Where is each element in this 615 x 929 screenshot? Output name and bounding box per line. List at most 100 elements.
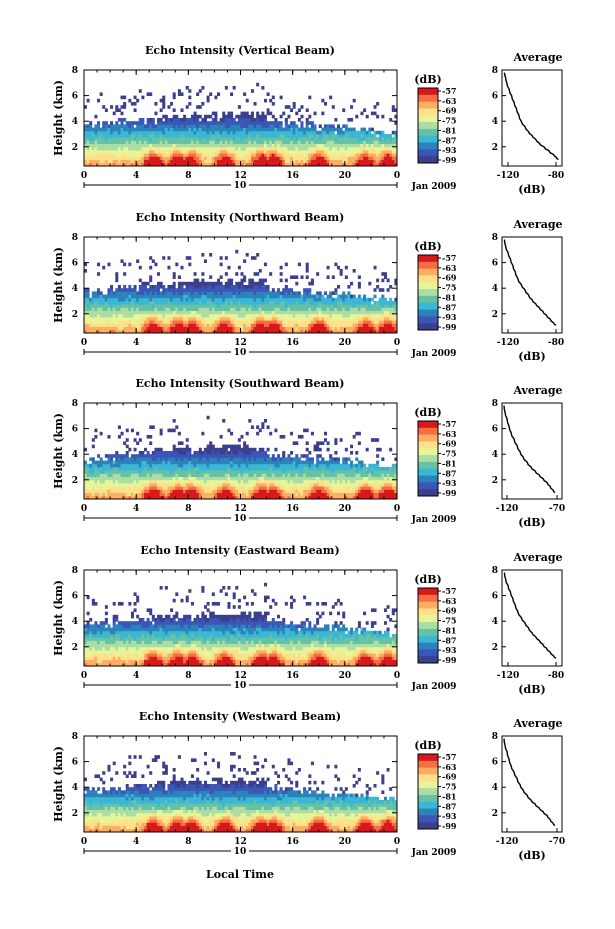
heatmap-cell bbox=[308, 329, 312, 334]
heatmap-cell bbox=[123, 159, 127, 164]
heatmap-cell bbox=[253, 479, 257, 484]
heatmap-cell bbox=[203, 150, 207, 154]
heatmap-cell bbox=[170, 127, 174, 132]
heatmap-cell bbox=[91, 470, 95, 474]
heatmap-cell bbox=[183, 329, 187, 334]
heatmap-cell bbox=[263, 140, 267, 144]
heatmap-cell bbox=[146, 326, 150, 331]
heatmap-cell bbox=[175, 326, 179, 331]
heatmap-cell bbox=[316, 307, 320, 311]
heatmap-cell bbox=[143, 483, 147, 487]
heatmap-cell bbox=[112, 326, 116, 331]
heatmap-cell bbox=[253, 137, 257, 141]
heatmap-cell bbox=[170, 317, 174, 321]
heatmap-cell bbox=[295, 146, 299, 151]
heatmap-cell bbox=[227, 153, 231, 157]
heatmap-cell bbox=[386, 140, 390, 144]
heatmap-cell bbox=[350, 140, 354, 144]
heatmap-cell bbox=[133, 463, 137, 468]
heatmap-cell bbox=[227, 118, 231, 122]
heatmap-cell bbox=[209, 310, 213, 315]
heatmap-cell bbox=[368, 162, 372, 167]
heatmap-cell bbox=[271, 140, 275, 144]
heatmap-cell bbox=[352, 162, 356, 167]
heatmap-cell bbox=[133, 310, 137, 315]
heatmap-cell bbox=[196, 121, 200, 125]
heatmap-cell bbox=[196, 114, 200, 119]
heatmap-cell bbox=[250, 479, 254, 484]
heatmap-cell bbox=[206, 307, 210, 311]
heatmap-cell bbox=[123, 313, 127, 318]
heatmap-cell bbox=[256, 253, 260, 257]
heatmap-cell bbox=[305, 134, 309, 138]
heatmap-cell bbox=[308, 313, 312, 318]
heatmap-cell bbox=[110, 156, 114, 160]
heatmap-cell bbox=[136, 454, 140, 458]
heatmap-cell bbox=[214, 323, 218, 327]
heatmap-cell bbox=[115, 288, 119, 292]
heatmap-cell bbox=[219, 457, 223, 461]
heatmap-cell bbox=[149, 301, 153, 305]
heatmap-cell bbox=[224, 313, 228, 318]
heatmap-cell bbox=[334, 291, 338, 295]
heatmap-cell bbox=[318, 294, 322, 299]
heatmap-cell bbox=[128, 463, 132, 468]
heatmap-cell bbox=[138, 483, 142, 487]
heatmap-cell bbox=[177, 483, 181, 487]
heatmap-cell bbox=[180, 265, 184, 270]
heatmap-cell bbox=[334, 317, 338, 321]
heatmap-cell bbox=[188, 457, 192, 461]
heatmap-cell bbox=[84, 470, 88, 474]
heatmap-cell bbox=[245, 162, 249, 167]
heatmap-cell bbox=[203, 281, 207, 286]
heatmap-cell bbox=[282, 127, 286, 132]
heatmap-cell bbox=[279, 150, 283, 154]
heatmap-cell bbox=[172, 108, 176, 112]
heatmap-cell bbox=[363, 313, 367, 318]
heatmap-cell bbox=[370, 146, 374, 151]
heatmap-cell bbox=[222, 467, 226, 471]
heatmap-cell bbox=[295, 294, 299, 299]
heatmap-cell bbox=[290, 159, 294, 164]
heatmap-cell bbox=[263, 479, 267, 484]
heatmap-cell bbox=[170, 150, 174, 154]
heatmap-cell bbox=[261, 111, 265, 116]
heatmap-cell bbox=[97, 288, 101, 292]
heatmap-cell bbox=[190, 326, 194, 331]
heatmap-cell bbox=[224, 329, 228, 334]
heatmap-cell bbox=[117, 150, 121, 154]
heatmap-cell bbox=[91, 463, 95, 468]
heatmap-cell bbox=[214, 457, 218, 461]
heatmap-cell bbox=[321, 307, 325, 311]
heatmap-cell bbox=[222, 463, 226, 468]
heatmap-cell bbox=[107, 307, 111, 311]
heatmap-cell bbox=[206, 460, 210, 465]
heatmap-cell bbox=[217, 127, 221, 132]
heatmap-cell bbox=[258, 457, 262, 461]
heatmap-cell bbox=[253, 329, 257, 334]
heatmap-cell bbox=[190, 329, 194, 334]
heatmap-cell bbox=[170, 323, 174, 327]
heatmap-cell bbox=[211, 118, 215, 122]
heatmap-cell bbox=[240, 307, 244, 311]
heatmap-cell bbox=[170, 118, 174, 122]
heatmap-cell bbox=[386, 146, 390, 151]
heatmap-cell bbox=[130, 301, 134, 305]
heatmap-cell bbox=[89, 329, 93, 334]
heatmap-cell bbox=[149, 140, 153, 144]
heatmap-cell bbox=[282, 301, 286, 305]
heatmap-cell bbox=[188, 285, 192, 289]
heatmap-cell bbox=[219, 435, 223, 439]
heatmap-cell bbox=[120, 150, 124, 154]
heatmap-cell bbox=[198, 486, 202, 490]
heatmap-cell bbox=[143, 140, 147, 144]
heatmap-cell bbox=[269, 162, 273, 167]
heatmap-cell bbox=[269, 153, 273, 157]
heatmap-cell bbox=[91, 313, 95, 318]
heatmap-cell bbox=[316, 323, 320, 327]
heatmap-cell bbox=[128, 150, 132, 154]
heatmap-cell bbox=[266, 467, 270, 471]
heatmap-cell bbox=[224, 137, 228, 141]
heatmap-cell bbox=[94, 143, 98, 148]
colorbar-tick-label: -69 bbox=[442, 273, 457, 283]
